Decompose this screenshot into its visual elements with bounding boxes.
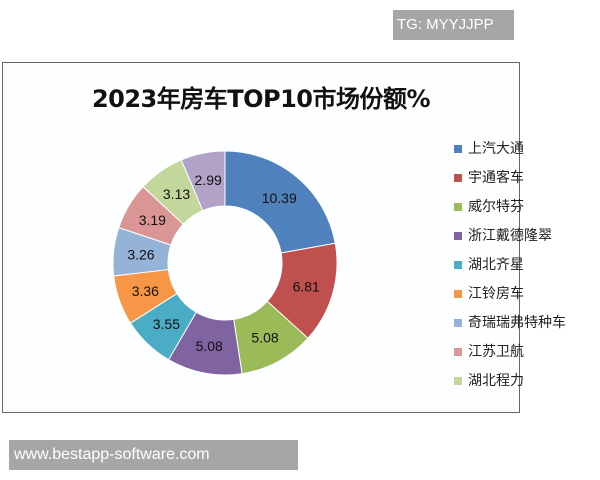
legend-swatch [454,348,462,356]
legend-swatch [454,261,462,269]
legend-swatch [454,232,462,240]
legend-item: 上汽大通 [454,138,524,158]
data-label: 2.99 [195,172,222,188]
data-label: 10.39 [262,190,297,206]
legend-swatch [454,319,462,327]
legend-label: 湖北齐星 [468,257,524,273]
donut-slice [224,150,336,254]
legend-item: 浙江戴德隆翠 [454,225,552,245]
legend-swatch [454,174,462,182]
data-label: 5.08 [196,338,223,354]
legend-item: 湖北齐星 [454,254,524,274]
legend-item: 湖北程力 [454,370,524,390]
legend-label: 江铃房车 [468,286,524,302]
legend-item: 威尔特芬 [454,196,524,216]
legend-label: 宇通客车 [468,170,524,186]
legend-label: 上汽大通 [468,141,524,157]
legend-item: 宇通客车 [454,167,524,187]
data-label: 5.08 [251,329,278,345]
legend-item: 江铃房车 [454,283,524,303]
data-label: 6.81 [293,278,320,294]
legend-swatch [454,377,462,385]
legend-label: 浙江戴德隆翠 [468,228,552,244]
legend-swatch [454,290,462,298]
data-label: 3.19 [139,212,166,228]
legend-label: 湖北程力 [468,373,524,389]
legend-label: 江苏卫航 [468,344,524,360]
legend-swatch [454,145,462,153]
data-label: 3.36 [132,283,159,299]
legend-item: 江苏卫航 [454,341,524,361]
data-label: 3.26 [127,246,154,262]
data-label: 3.55 [153,316,180,332]
data-label: 3.13 [163,186,190,202]
donut-slice [180,150,226,212]
legend-label: 威尔特芬 [468,199,524,215]
legend-swatch [454,203,462,211]
bottom-watermark-tag: www.bestapp-software.com [9,440,298,470]
chart-title: 2023年房车TOP10市场份额% [91,85,431,113]
top-watermark-tag: TG: MYYJJPP [393,10,514,40]
legend-label: 奇瑞瑞弗特种车 [468,315,566,331]
legend-item: 奇瑞瑞弗特种车 [454,312,566,332]
